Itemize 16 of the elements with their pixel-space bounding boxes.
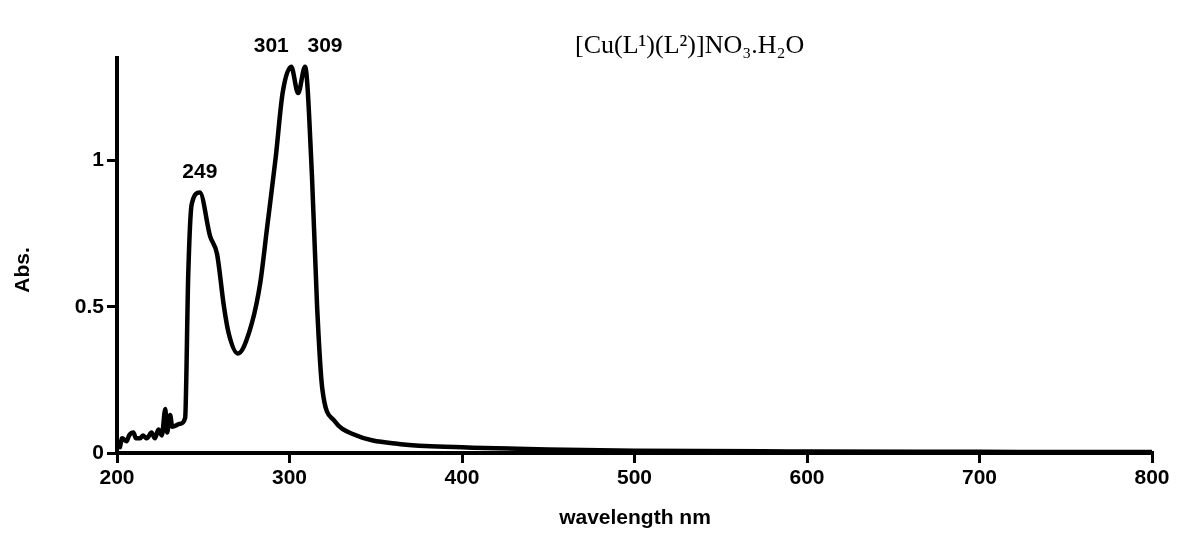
annotation: 249 — [182, 158, 218, 182]
x-tick-label: 500 — [616, 465, 653, 489]
y-tick-label: 0 — [92, 439, 104, 463]
y-tick-label: 1 — [92, 147, 105, 171]
chart-title: [Cu(L¹)(L²)]NO₃.H₂O — [575, 30, 805, 60]
x-tick-label: 700 — [961, 465, 998, 489]
annotation: 309 — [307, 33, 343, 57]
x-tick-label: 400 — [444, 465, 480, 489]
y-axis-title: Abs. — [10, 247, 34, 293]
y-tick-label: 0.5 — [74, 293, 105, 317]
x-tick-label: 600 — [789, 465, 825, 489]
x-tick-label: 200 — [99, 465, 135, 489]
annotation: 301 — [253, 33, 290, 57]
x-tick-label: 300 — [271, 465, 308, 489]
x-tick-label: 800 — [1134, 465, 1170, 489]
x-axis-title: wavelength nm — [558, 505, 712, 529]
